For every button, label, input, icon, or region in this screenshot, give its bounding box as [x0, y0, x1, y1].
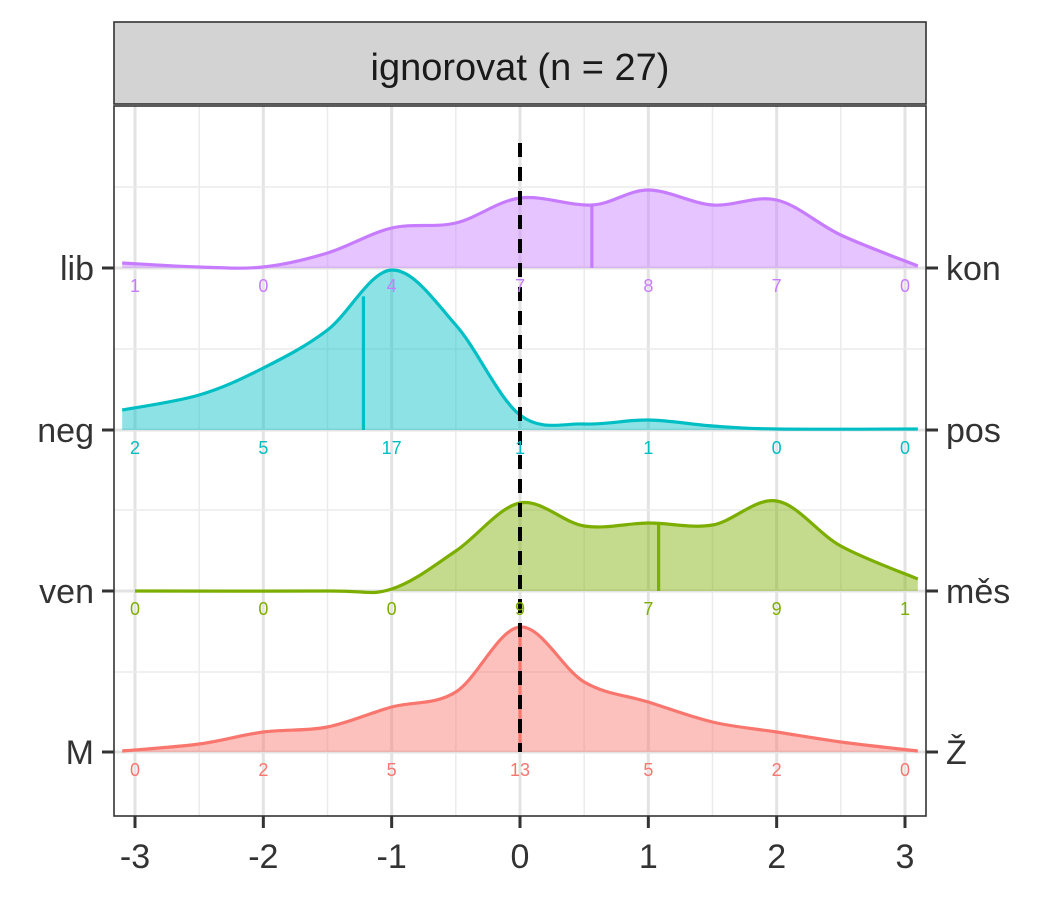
count-label: 0	[387, 599, 397, 619]
right-axis-label: Ž	[946, 734, 967, 772]
count-label: 2	[130, 438, 140, 458]
count-label: 5	[258, 438, 268, 458]
x-axis-tick-label: 1	[639, 838, 658, 876]
count-label: 7	[515, 276, 525, 296]
count-label: 9	[515, 599, 525, 619]
count-label: 0	[130, 599, 140, 619]
count-label: 9	[772, 599, 782, 619]
right-axis-label: měs	[946, 573, 1010, 611]
x-axis-tick-label: 0	[511, 838, 530, 876]
left-axis-label: M	[66, 734, 94, 772]
count-label: 0	[900, 276, 910, 296]
count-label: 2	[772, 760, 782, 780]
count-label: 2	[258, 760, 268, 780]
facet-title: ignorovat (n = 27)	[371, 47, 670, 89]
facet-strip-background	[113, 21, 927, 105]
count-label: 1	[515, 438, 525, 458]
x-axis: -3 -2 -1 0 1 2 3	[120, 816, 915, 876]
count-label: 5	[643, 760, 653, 780]
left-axis-label: neg	[37, 412, 94, 450]
count-label: 8	[643, 276, 653, 296]
count-label: 5	[387, 760, 397, 780]
ridge-outline	[134, 499, 919, 595]
x-axis-tick-label: 3	[896, 838, 915, 876]
count-label: 0	[258, 599, 268, 619]
count-label: 17	[382, 438, 402, 458]
count-labels: 1 0 4 7 8 7 0 2 5 17 1 1 0 0 0 0 0 9 7 9 1 0 2 5 13 5 2 0	[130, 276, 910, 780]
count-label: 4	[387, 276, 397, 296]
count-label: 1	[130, 276, 140, 296]
facet-strip: ignorovat (n = 27)	[113, 21, 927, 105]
right-axis: kon pos měs Ž	[926, 250, 1010, 772]
ridge-outline	[121, 268, 918, 431]
left-axis-label: ven	[39, 573, 94, 611]
count-label: 1	[643, 438, 653, 458]
x-axis-tick-label: -2	[248, 838, 278, 876]
count-label: 0	[772, 438, 782, 458]
left-axis: lib neg ven M	[37, 250, 114, 772]
right-axis-label: pos	[946, 412, 1001, 450]
count-label: 0	[900, 760, 910, 780]
ridge-neg-pos	[121, 268, 918, 431]
x-axis-tick-label: -1	[377, 838, 407, 876]
count-label: 0	[258, 276, 268, 296]
left-axis-label: lib	[60, 250, 94, 288]
count-label: 7	[772, 276, 782, 296]
x-axis-tick-label: 2	[767, 838, 786, 876]
count-label: 1	[900, 599, 910, 619]
x-axis-tick-label: -3	[120, 838, 150, 876]
right-axis-label: kon	[946, 250, 1001, 288]
count-label: 13	[510, 760, 530, 780]
count-label: 0	[130, 760, 140, 780]
ridge-area	[122, 190, 918, 269]
ridge-ven-měs	[134, 499, 919, 595]
count-label: 0	[900, 438, 910, 458]
count-label: 7	[643, 599, 653, 619]
ridge-area	[122, 269, 918, 430]
